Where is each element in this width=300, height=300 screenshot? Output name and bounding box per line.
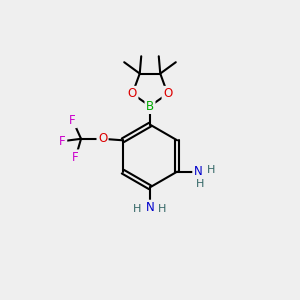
- Text: H: H: [133, 204, 142, 214]
- Text: F: F: [59, 135, 66, 148]
- Text: H: H: [206, 165, 215, 175]
- Text: O: O: [163, 87, 172, 100]
- Text: N: N: [146, 201, 154, 214]
- Text: H: H: [158, 204, 167, 214]
- Text: F: F: [69, 114, 76, 127]
- Text: H: H: [196, 179, 205, 189]
- Text: O: O: [128, 87, 137, 100]
- Text: N: N: [194, 165, 203, 178]
- Text: B: B: [146, 100, 154, 112]
- Text: O: O: [98, 132, 107, 145]
- Text: F: F: [72, 151, 79, 164]
